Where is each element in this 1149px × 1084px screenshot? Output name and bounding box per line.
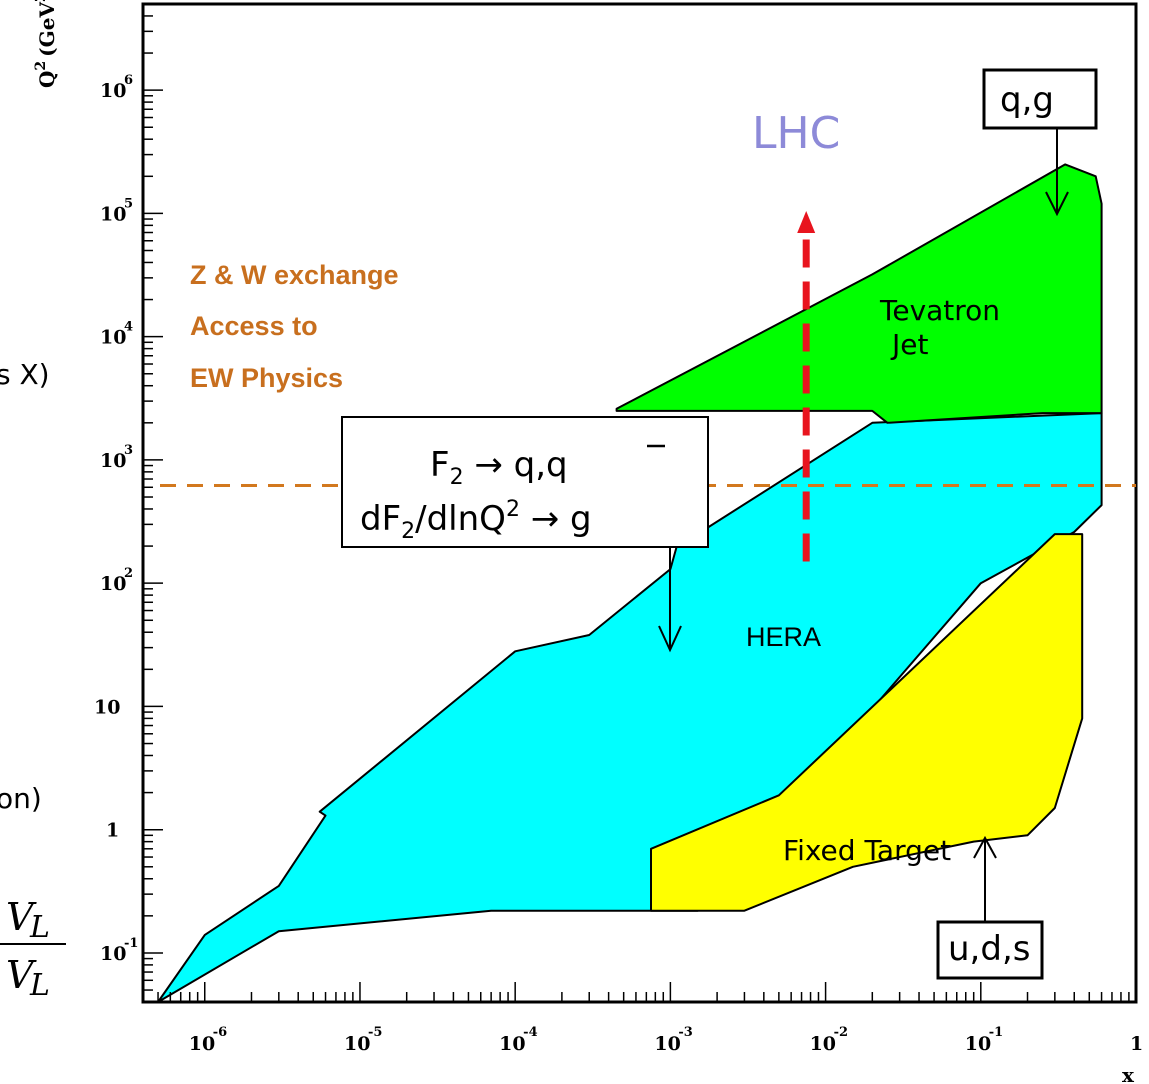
x-tick-label-exponent: -2 [834, 1025, 848, 1040]
hera-label: HERA [746, 622, 821, 652]
ew-label-line2: Access to [190, 311, 318, 341]
region-fixed-target [650, 533, 1084, 912]
y-tick-label: 10 [100, 943, 126, 965]
cutoff-fraction-bottom: V [6, 953, 37, 997]
box-uds: u,d,s [936, 835, 1044, 980]
lhc-arrow [797, 211, 816, 562]
y-axis-title-q: Q2(GeV2) [33, 0, 59, 88]
box-f2: F2 → q,q dF2/dlnQ2 → g [341, 416, 709, 653]
cutoff-text-1: s X) [0, 358, 50, 391]
box-uds-text: u,d,s [948, 929, 1030, 969]
x-tick-label-exponent: -3 [678, 1025, 692, 1040]
y-tick-label: 1 [106, 820, 119, 842]
y-tick-label: 10 [94, 696, 120, 718]
box-qg: q,g [982, 68, 1098, 217]
box-uds-pointer-head [973, 835, 997, 859]
x-tick-label: 10 [965, 1033, 991, 1055]
x-tick-label-exponent: -5 [368, 1025, 382, 1040]
x-tick-label-exponent: -6 [213, 1025, 227, 1040]
box-qg-pointer-head [1045, 191, 1069, 217]
regions-layer [157, 163, 1103, 1003]
region-tevatron-jet [615, 163, 1103, 424]
y-tick-label-exponent: -1 [124, 936, 138, 951]
box-uds-frame [936, 920, 1044, 980]
x-tick-label: 10 [810, 1033, 836, 1055]
cutoff-fraction: V L V L [0, 895, 66, 1003]
y-tick-label-exponent: 5 [124, 196, 133, 211]
box-f2-pointer-head [658, 625, 682, 653]
fixed-target-label: Fixed Target [783, 834, 951, 867]
region-hera [157, 412, 1103, 1003]
cutoff-fraction-bottom-sub: L [29, 968, 50, 1003]
x-tick-label: 1 [1130, 1033, 1143, 1055]
cutoff-fraction-top-sub: L [29, 910, 50, 945]
lhc-arrow-head [797, 211, 816, 234]
box-qg-text: q,g [1000, 80, 1054, 120]
y-tick-label-exponent: 3 [124, 443, 133, 458]
box-f2-line2: dF2/dlnQ2 → g [360, 497, 592, 544]
cutoff-text-2: on) [0, 782, 42, 815]
tick-labels-layer: 10-610-510-410-310-210-1110-111010210310… [94, 73, 1143, 1055]
x-tick-label-exponent: -4 [523, 1025, 537, 1040]
x-tick-label: 10 [189, 1033, 215, 1055]
box-f2-frame [341, 416, 709, 548]
box-f2-line1: F2 → q,q [430, 445, 568, 490]
tevatron-label-line2: Jet [890, 328, 928, 361]
y-tick-label: 10 [100, 203, 126, 225]
ew-label-line1: Z & W exchange [190, 260, 399, 290]
y-axis-title: Q2(GeV2) [33, 0, 59, 88]
y-tick-label-exponent: 2 [124, 566, 133, 581]
box-qg-frame [982, 68, 1098, 130]
x-axis-title: x [1122, 1063, 1135, 1084]
y-tick-label: 10 [100, 450, 126, 472]
y-tick-label: 10 [100, 573, 126, 595]
x-tick-label: 10 [499, 1033, 525, 1055]
cutoff-fraction-top: V [6, 895, 37, 939]
y-tick-label: 10 [100, 80, 126, 102]
x-tick-label-exponent: -1 [989, 1025, 1003, 1040]
y-tick-label-exponent: 6 [124, 73, 133, 88]
x-tick-label: 10 [654, 1033, 680, 1055]
tevatron-label-line1: Tevatron [879, 294, 1000, 327]
lhc-label: LHC [752, 108, 840, 159]
y-tick-label-exponent: 4 [124, 320, 133, 335]
ew-label-line3: EW Physics [190, 363, 343, 393]
ticks-layer [142, 3, 1137, 1003]
x-tick-label: 10 [344, 1033, 370, 1055]
plot-frame [141, 2, 1138, 1004]
y-tick-label: 10 [100, 327, 126, 349]
